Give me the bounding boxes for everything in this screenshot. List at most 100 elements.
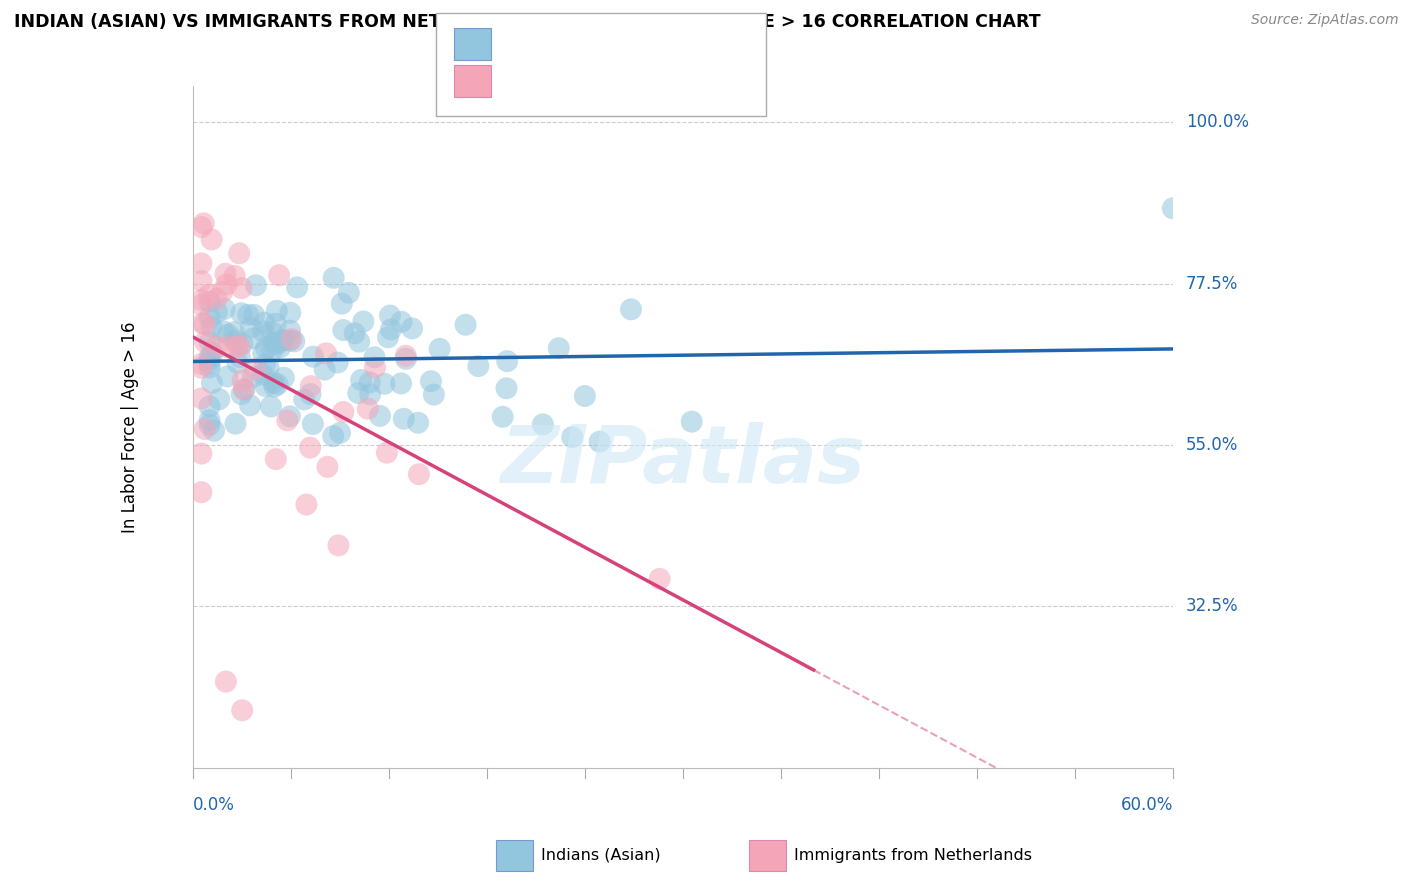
Point xyxy=(233,382,256,396)
Point xyxy=(454,318,477,332)
Point xyxy=(194,317,217,331)
Point xyxy=(681,415,703,429)
Point xyxy=(198,310,221,325)
Point xyxy=(194,422,217,436)
Point xyxy=(190,274,212,288)
Point xyxy=(496,354,519,368)
Point xyxy=(260,343,283,358)
Point xyxy=(322,429,344,443)
Point xyxy=(193,216,215,230)
Point xyxy=(232,383,254,397)
Point xyxy=(263,379,285,393)
Point xyxy=(264,317,287,331)
Point xyxy=(260,400,283,414)
Point xyxy=(260,325,283,339)
Point xyxy=(242,370,264,384)
Point xyxy=(252,346,274,360)
Point xyxy=(215,674,238,689)
Point xyxy=(190,357,212,371)
Point xyxy=(224,417,246,431)
Point xyxy=(217,327,239,342)
Point xyxy=(254,341,277,355)
Point xyxy=(350,373,373,387)
Point xyxy=(299,387,322,401)
Point xyxy=(401,321,423,335)
Point xyxy=(620,302,643,317)
Point xyxy=(329,425,352,440)
Point xyxy=(201,233,224,247)
Point xyxy=(269,340,291,354)
Point xyxy=(347,334,370,349)
Point xyxy=(328,538,350,552)
Text: Indians (Asian): Indians (Asian) xyxy=(541,848,661,863)
Point xyxy=(190,298,212,312)
Point xyxy=(648,572,671,586)
Point xyxy=(392,411,415,425)
Point xyxy=(231,336,253,351)
Point xyxy=(217,340,239,354)
Text: INDIAN (ASIAN) VS IMMIGRANTS FROM NETHERLANDS IN LABOR FORCE | AGE > 16 CORRELAT: INDIAN (ASIAN) VS IMMIGRANTS FROM NETHER… xyxy=(14,13,1040,31)
Text: R = -0.380   N = 50: R = -0.380 N = 50 xyxy=(502,72,695,90)
Point xyxy=(295,498,318,512)
Point xyxy=(238,308,260,322)
Point xyxy=(423,387,446,401)
Point xyxy=(574,389,596,403)
Point xyxy=(302,350,325,364)
Text: 0.0%: 0.0% xyxy=(193,797,235,814)
Point xyxy=(243,308,266,322)
Point xyxy=(190,256,212,270)
Point xyxy=(389,315,412,329)
Point xyxy=(322,270,344,285)
Point xyxy=(278,409,301,424)
Point xyxy=(217,369,239,384)
Point xyxy=(332,323,354,337)
Point xyxy=(257,360,280,375)
Point xyxy=(1161,201,1184,215)
Point xyxy=(254,379,277,393)
Point xyxy=(239,320,262,334)
Point xyxy=(419,374,441,388)
Point xyxy=(232,373,254,387)
Point xyxy=(198,350,221,364)
Point xyxy=(198,335,221,350)
Point xyxy=(190,220,212,235)
Point xyxy=(495,381,517,395)
Point xyxy=(359,376,381,390)
Point xyxy=(228,246,250,260)
Point xyxy=(201,376,224,390)
Point xyxy=(253,316,276,330)
Point xyxy=(198,357,221,371)
Point xyxy=(211,285,233,299)
Point xyxy=(280,332,302,346)
Point xyxy=(395,351,418,366)
Point xyxy=(225,334,247,348)
Point xyxy=(253,358,276,372)
Point xyxy=(589,434,612,449)
Point xyxy=(276,413,298,427)
Point xyxy=(226,356,249,370)
Point xyxy=(198,352,221,367)
Point xyxy=(285,280,308,294)
Point xyxy=(547,341,569,355)
Point xyxy=(201,346,224,360)
Point xyxy=(492,409,515,424)
Point xyxy=(205,305,228,319)
Point xyxy=(198,400,221,414)
Point xyxy=(380,322,402,336)
Point xyxy=(242,331,264,345)
Point xyxy=(314,362,336,376)
Point xyxy=(198,360,221,375)
Point xyxy=(315,346,337,360)
Point xyxy=(429,342,451,356)
Point xyxy=(205,292,228,306)
Point xyxy=(225,339,247,353)
Point xyxy=(245,278,267,293)
Point xyxy=(228,339,250,353)
Text: ZIPatlas: ZIPatlas xyxy=(501,422,866,500)
Point xyxy=(561,430,583,444)
Point xyxy=(266,377,288,392)
Point xyxy=(389,376,412,391)
Point xyxy=(263,335,285,350)
Point xyxy=(243,361,266,376)
Point xyxy=(357,401,380,416)
